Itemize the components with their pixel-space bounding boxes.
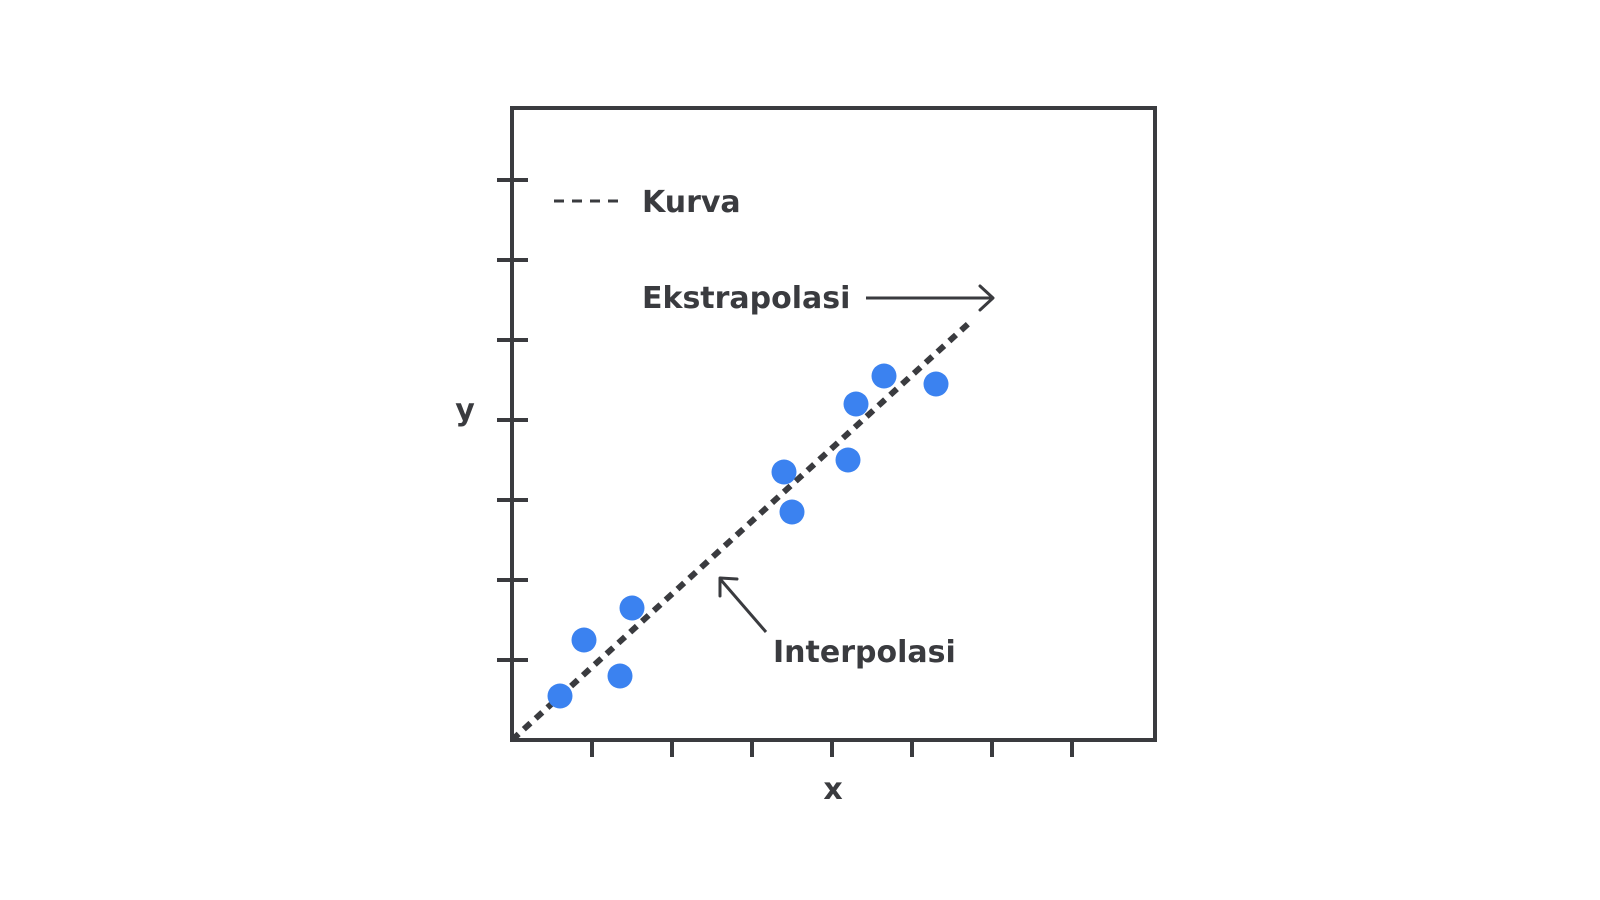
annotation-ekstrapolasi: Ekstrapolasi	[642, 281, 995, 316]
legend-label-kurva: Kurva	[642, 185, 741, 220]
data-point	[779, 499, 805, 525]
arrow-right-icon-head	[978, 284, 995, 312]
legend: Kurva	[554, 185, 741, 220]
data-point	[619, 595, 645, 621]
scatter-points	[547, 363, 949, 709]
data-point	[547, 683, 573, 709]
data-point	[771, 459, 797, 485]
arrow-up-left-icon	[719, 579, 768, 633]
data-point	[871, 363, 897, 389]
annotation-interpolasi-label: Interpolasi	[773, 635, 956, 670]
data-point	[571, 627, 597, 653]
data-point	[835, 447, 861, 473]
annotation-interpolasi: Interpolasi	[718, 576, 956, 670]
arrow-up-left-icon-head	[718, 576, 739, 598]
x-axis-label: x	[823, 772, 842, 807]
y-axis-label: y	[455, 393, 475, 428]
curve-line	[512, 321, 971, 740]
curve-layer	[512, 321, 971, 740]
data-point	[607, 663, 633, 689]
y-axis-ticks	[497, 178, 528, 662]
data-point	[843, 391, 869, 417]
annotation-ekstrapolasi-label: Ekstrapolasi	[642, 281, 850, 316]
data-point	[923, 371, 949, 397]
x-axis-ticks	[590, 740, 1074, 757]
